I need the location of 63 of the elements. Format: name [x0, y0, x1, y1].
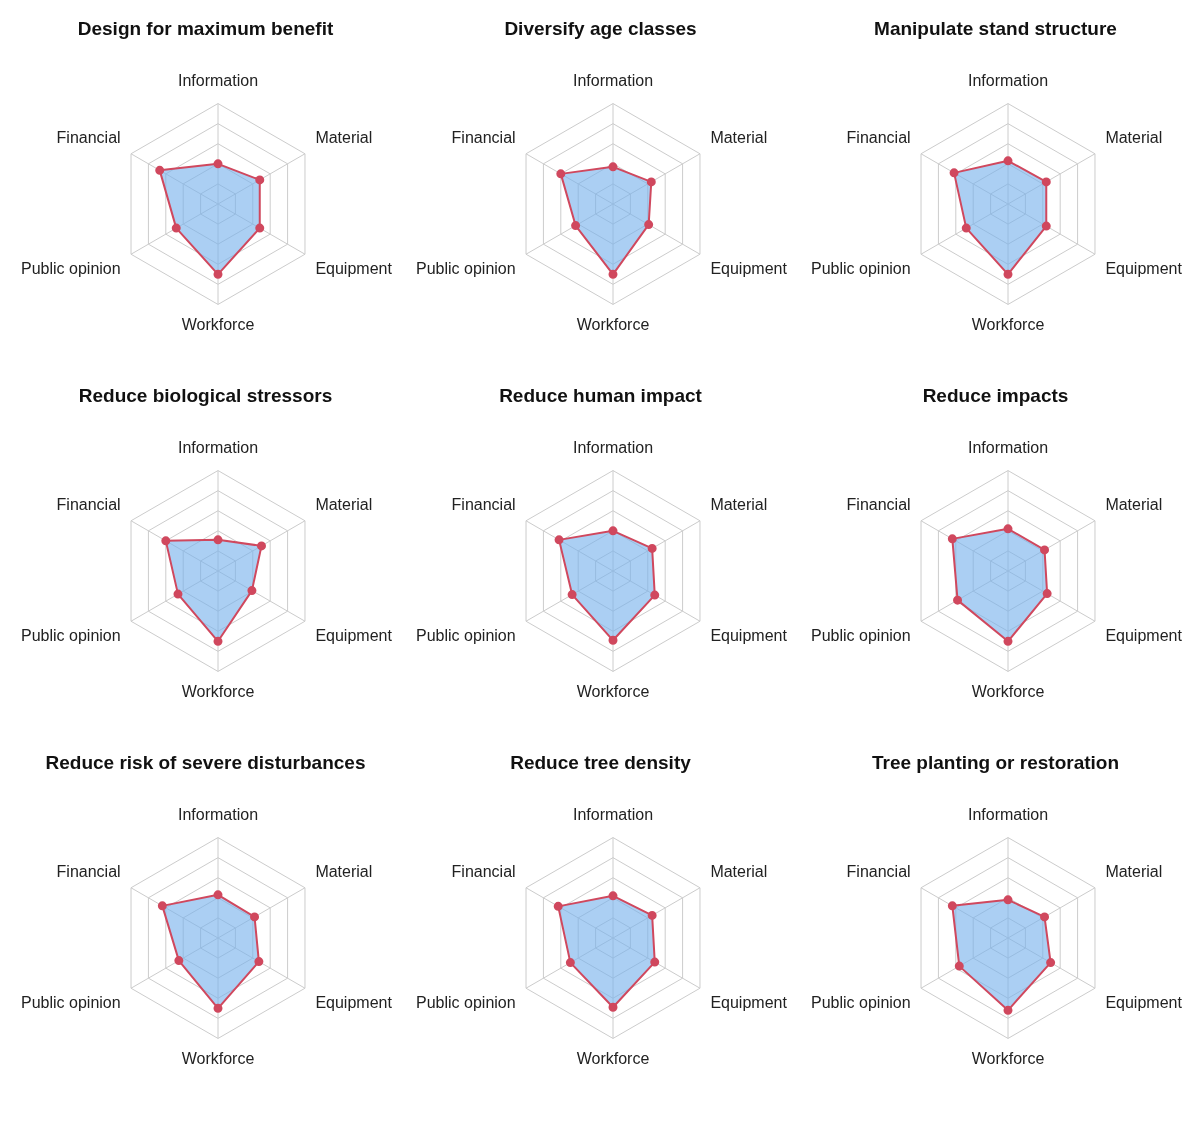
- spoke-label: Information: [177, 806, 259, 824]
- spoke-label: Financial: [451, 495, 516, 513]
- spoke-label: Information: [572, 806, 654, 824]
- chart-title: Manipulate stand structure: [874, 17, 1117, 39]
- spoke-label: Public opinion: [416, 260, 516, 278]
- spoke-label: Equipment: [315, 260, 393, 278]
- spoke-label: Material: [710, 495, 768, 513]
- spoke-label: Financial: [56, 862, 121, 880]
- chart-title: Reduce biological stressors: [78, 384, 333, 406]
- spoke-label: Financial: [56, 128, 121, 146]
- spoke-label: Information: [177, 72, 259, 90]
- spoke-label: Workforce: [576, 683, 650, 701]
- chart-title: Design for maximum benefit: [77, 17, 334, 39]
- spoke-label: Workforce: [971, 683, 1045, 701]
- spoke-label: Financial: [451, 862, 516, 880]
- spoke-label: Information: [572, 439, 654, 457]
- spoke-label: Public opinion: [811, 627, 911, 645]
- chart-title: Diversify age classes: [504, 17, 697, 39]
- spoke-label: Information: [967, 439, 1049, 457]
- spoke-label: Material: [1105, 128, 1163, 146]
- spoke-label: Financial: [846, 862, 911, 880]
- spoke-label: Material: [710, 862, 768, 880]
- spoke-label: Material: [315, 495, 373, 513]
- spoke-label: Financial: [451, 128, 516, 146]
- spoke-label: Material: [315, 862, 373, 880]
- spoke-label: Workforce: [576, 316, 650, 334]
- spoke-label: Equipment: [710, 994, 788, 1012]
- chart-title: Tree planting or restoration: [871, 751, 1120, 773]
- spoke-label: Material: [710, 128, 768, 146]
- spoke-label: Workforce: [971, 1050, 1045, 1068]
- spoke-label: Information: [967, 72, 1049, 90]
- spoke-label: Material: [1105, 862, 1163, 880]
- spoke-label: Financial: [846, 128, 911, 146]
- spoke-label: Material: [315, 128, 373, 146]
- spoke-label: Public opinion: [416, 627, 516, 645]
- spoke-label: Public opinion: [21, 260, 121, 278]
- spoke-label: Equipment: [315, 994, 393, 1012]
- spoke-label: Information: [177, 439, 259, 457]
- chart-title: Reduce risk of severe disturbances: [45, 751, 366, 773]
- spoke-label: Information: [572, 72, 654, 90]
- chart-title: Reduce impacts: [922, 384, 1069, 406]
- spoke-label: Equipment: [1105, 260, 1183, 278]
- spoke-label: Financial: [56, 495, 121, 513]
- spoke-label: Public opinion: [811, 994, 911, 1012]
- spoke-label: Workforce: [971, 316, 1045, 334]
- chart-title: Reduce human impact: [499, 384, 703, 406]
- spoke-label: Equipment: [1105, 994, 1183, 1012]
- spoke-label: Material: [1105, 495, 1163, 513]
- spoke-label: Equipment: [710, 260, 788, 278]
- spoke-label: Information: [967, 806, 1049, 824]
- spoke-label: Workforce: [181, 1050, 255, 1068]
- spoke-label: Public opinion: [21, 994, 121, 1012]
- spoke-label: Equipment: [710, 627, 788, 645]
- spoke-label: Workforce: [576, 1050, 650, 1068]
- spoke-label: Workforce: [181, 683, 255, 701]
- spoke-label: Financial: [846, 495, 911, 513]
- spoke-label: Public opinion: [811, 260, 911, 278]
- chart-title: Reduce tree density: [510, 751, 692, 773]
- spoke-label: Equipment: [315, 627, 393, 645]
- spoke-label: Equipment: [1105, 627, 1183, 645]
- spoke-label: Public opinion: [416, 994, 516, 1012]
- spoke-label: Public opinion: [21, 627, 121, 645]
- spoke-label: Workforce: [181, 316, 255, 334]
